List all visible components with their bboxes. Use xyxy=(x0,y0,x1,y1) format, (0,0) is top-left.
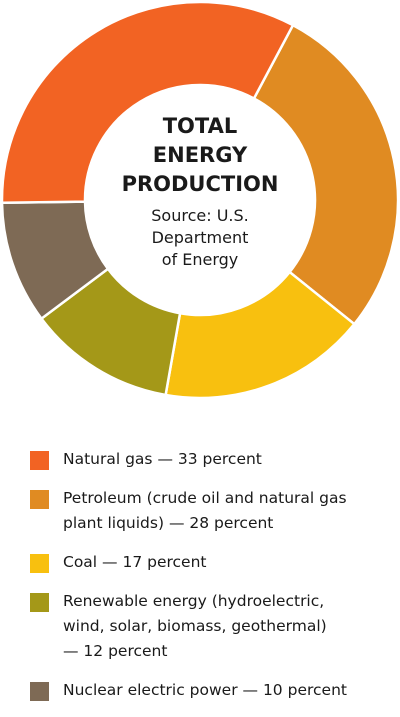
chart-legend: Natural gas — 33 percent Petroleum (crud… xyxy=(30,447,390,717)
legend-label-line: wind, solar, biomass, geothermal) xyxy=(63,617,327,635)
legend-label-line: plant liquids) — 28 percent xyxy=(63,514,274,532)
legend-swatch xyxy=(30,451,49,470)
legend-label-line: Coal — 17 percent xyxy=(63,553,207,571)
chart-title-line-1: TOTAL xyxy=(162,114,238,138)
legend-label: Renewable energy (hydroelectric, wind, s… xyxy=(63,589,390,664)
legend-item-nuclear: Nuclear electric power — 10 percent xyxy=(30,678,390,703)
legend-swatch xyxy=(30,490,49,509)
legend-label-line: — 12 percent xyxy=(63,642,168,660)
legend-label: Petroleum (crude oil and natural gas pla… xyxy=(63,486,390,536)
legend-swatch xyxy=(30,682,49,701)
legend-label-line: Petroleum (crude oil and natural gas xyxy=(63,489,347,507)
legend-item-petroleum: Petroleum (crude oil and natural gas pla… xyxy=(30,486,390,536)
legend-swatch xyxy=(30,554,49,573)
chart-center-label: TOTAL ENERGY PRODUCTION Source: U.S. Dep… xyxy=(100,112,300,271)
donut-slice-coal xyxy=(164,270,357,400)
chart-source-line-3: of Energy xyxy=(161,250,239,269)
chart-title: TOTAL ENERGY PRODUCTION xyxy=(100,112,300,199)
legend-label: Coal — 17 percent xyxy=(63,550,390,575)
legend-item-renewable: Renewable energy (hydroelectric, wind, s… xyxy=(30,589,390,664)
legend-label: Natural gas — 33 percent xyxy=(63,447,390,472)
chart-title-line-2: ENERGY xyxy=(152,143,248,167)
legend-label-line: Renewable energy (hydroelectric, xyxy=(63,592,325,610)
donut-slice-petroleum xyxy=(252,23,400,326)
chart-source-line-1: Source: U.S. xyxy=(151,206,249,225)
legend-item-coal: Coal — 17 percent xyxy=(30,550,390,575)
legend-label: Nuclear electric power — 10 percent xyxy=(63,678,390,703)
chart-title-line-3: PRODUCTION xyxy=(121,172,279,196)
chart-source-line-2: Department xyxy=(151,228,249,247)
chart-source: Source: U.S. Department of Energy xyxy=(100,205,300,271)
legend-item-natural-gas: Natural gas — 33 percent xyxy=(30,447,390,472)
legend-swatch xyxy=(30,593,49,612)
legend-label-line: Natural gas — 33 percent xyxy=(63,450,262,468)
legend-label-line: Nuclear electric power — 10 percent xyxy=(63,681,347,699)
donut-slice-natural-gas xyxy=(0,0,295,205)
donut-chart xyxy=(0,0,400,400)
